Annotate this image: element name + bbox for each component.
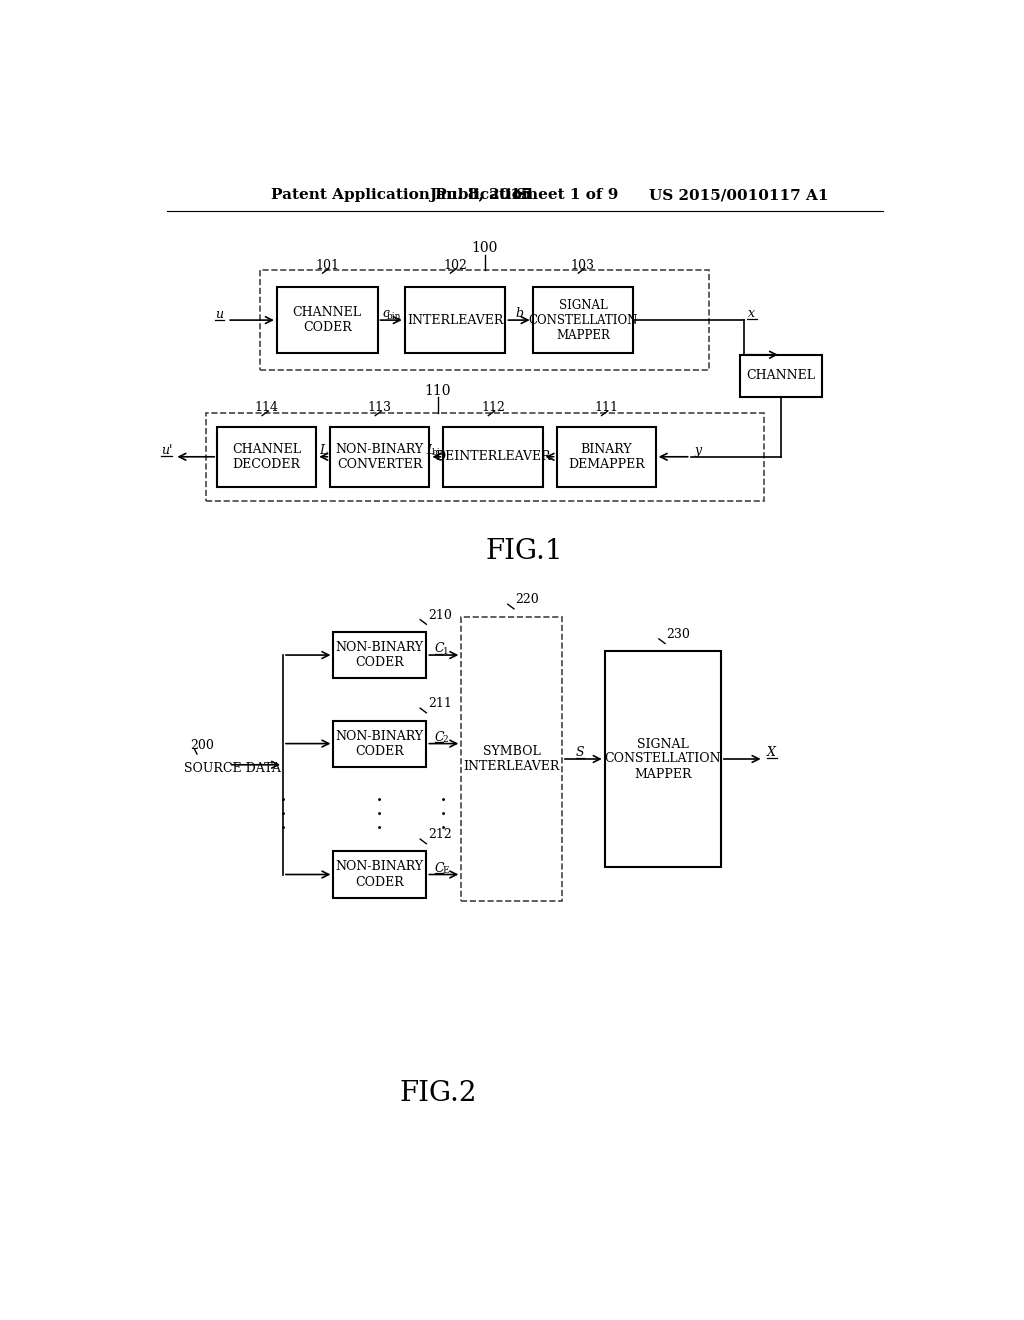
- Text: .: .: [280, 799, 287, 820]
- Text: x: x: [749, 308, 756, 321]
- Text: NON-BINARY
CODER: NON-BINARY CODER: [336, 642, 424, 669]
- Text: .: .: [376, 799, 383, 820]
- Text: .: .: [440, 812, 447, 834]
- Text: C: C: [434, 862, 444, 875]
- Text: 1: 1: [442, 647, 449, 656]
- Bar: [404, 288, 506, 352]
- Text: L: L: [319, 444, 328, 457]
- Text: NON-BINARY
CODER: NON-BINARY CODER: [336, 861, 424, 888]
- Text: CHANNEL: CHANNEL: [746, 370, 815, 383]
- Bar: [461, 616, 562, 902]
- Bar: [334, 851, 426, 898]
- Text: 200: 200: [190, 739, 214, 752]
- Bar: [604, 651, 721, 867]
- Text: y: y: [695, 444, 702, 457]
- Text: C: C: [434, 643, 444, 656]
- Text: SIGNAL
CONSTELLATION
MAPPER: SIGNAL CONSTELLATION MAPPER: [604, 738, 721, 780]
- Bar: [331, 426, 429, 487]
- Bar: [443, 426, 543, 487]
- Text: INTERLEAVER: INTERLEAVER: [407, 314, 503, 326]
- Text: CHANNEL
DECODER: CHANNEL DECODER: [232, 442, 301, 471]
- Text: 2: 2: [442, 735, 449, 744]
- Text: DEINTERLEAVER: DEINTERLEAVER: [435, 450, 551, 463]
- Text: SOURCE DATA: SOURCE DATA: [183, 762, 281, 775]
- Text: 100: 100: [471, 242, 498, 256]
- Text: 110: 110: [425, 384, 452, 397]
- Text: 210: 210: [428, 609, 452, 622]
- Text: .: .: [440, 799, 447, 820]
- Text: FIG.2: FIG.2: [399, 1081, 477, 1107]
- Text: SYMBOL
INTERLEAVER: SYMBOL INTERLEAVER: [464, 744, 560, 774]
- Text: NON-BINARY
CONVERTER: NON-BINARY CONVERTER: [336, 442, 424, 471]
- Text: b: b: [515, 308, 523, 321]
- Bar: [532, 288, 633, 352]
- Text: 111: 111: [594, 401, 618, 414]
- Text: u': u': [161, 444, 172, 457]
- Bar: [217, 426, 316, 487]
- Text: 101: 101: [315, 259, 339, 272]
- Bar: [557, 426, 655, 487]
- Text: X: X: [767, 746, 776, 759]
- Text: bin: bin: [387, 312, 401, 321]
- Text: 113: 113: [368, 401, 392, 414]
- Text: SIGNAL
CONSTELLATION
MAPPER: SIGNAL CONSTELLATION MAPPER: [528, 298, 638, 342]
- Text: L: L: [426, 444, 434, 457]
- Text: .: .: [376, 812, 383, 834]
- Text: Patent Application Publication: Patent Application Publication: [271, 189, 534, 202]
- Text: C: C: [434, 731, 444, 744]
- Text: 103: 103: [571, 259, 595, 272]
- Bar: [334, 632, 426, 678]
- Text: 220: 220: [515, 593, 540, 606]
- Text: Sheet 1 of 9: Sheet 1 of 9: [515, 189, 617, 202]
- Text: .: .: [376, 784, 383, 807]
- Text: BINARY
DEMAPPER: BINARY DEMAPPER: [567, 442, 644, 471]
- Text: 212: 212: [428, 828, 452, 841]
- Bar: [276, 288, 378, 352]
- Text: Jan. 8, 2015: Jan. 8, 2015: [429, 189, 531, 202]
- Text: CHANNEL
CODER: CHANNEL CODER: [293, 306, 361, 334]
- Bar: [206, 413, 764, 502]
- Text: 112: 112: [481, 401, 505, 414]
- Text: .: .: [440, 784, 447, 807]
- Bar: [740, 355, 821, 397]
- Text: u: u: [215, 308, 223, 321]
- Bar: [260, 271, 710, 370]
- Text: bin: bin: [431, 449, 446, 458]
- Text: 102: 102: [443, 259, 467, 272]
- Text: NON-BINARY
CODER: NON-BINARY CODER: [336, 730, 424, 758]
- Text: .: .: [280, 812, 287, 834]
- Text: 230: 230: [667, 628, 690, 640]
- Bar: [334, 721, 426, 767]
- Text: FIG.1: FIG.1: [486, 537, 563, 565]
- Text: .: .: [280, 784, 287, 807]
- Text: E: E: [442, 866, 449, 875]
- Text: c: c: [383, 308, 390, 321]
- Text: 114: 114: [255, 401, 279, 414]
- Text: 211: 211: [428, 697, 452, 710]
- Text: US 2015/0010117 A1: US 2015/0010117 A1: [649, 189, 828, 202]
- Text: S: S: [575, 746, 585, 759]
